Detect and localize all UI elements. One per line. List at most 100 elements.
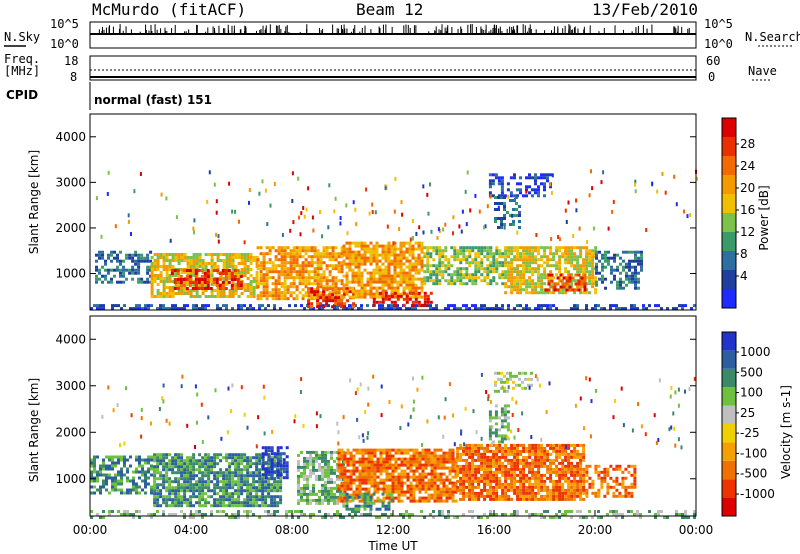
sparse-cell <box>333 209 336 214</box>
range-cell <box>474 264 478 268</box>
range-cell <box>309 453 312 457</box>
range-cell <box>198 462 202 466</box>
range-cell <box>565 279 569 283</box>
range-cell <box>135 458 138 462</box>
range-cell <box>394 448 398 452</box>
range-cell <box>628 262 631 266</box>
range-cell <box>210 513 213 516</box>
range-cell <box>555 267 559 271</box>
range-cell <box>177 489 181 493</box>
range-cell <box>516 273 520 277</box>
range-cell <box>361 448 365 452</box>
range-cell <box>171 456 175 460</box>
range-cell <box>156 459 160 463</box>
range-cell <box>262 252 266 256</box>
range-cell <box>186 480 190 484</box>
range-cell <box>159 477 163 481</box>
range-cell <box>273 462 277 466</box>
range-cell <box>372 295 376 299</box>
range-cell <box>153 483 157 487</box>
range-cell <box>303 492 306 496</box>
range-cell <box>149 250 153 254</box>
range-cell <box>583 276 587 280</box>
range-cell <box>426 264 430 268</box>
range-cell <box>298 276 302 280</box>
range-cell <box>480 261 484 265</box>
range-cell <box>224 269 228 272</box>
range-cell <box>319 258 323 262</box>
range-cell <box>319 255 323 259</box>
range-cell <box>591 270 595 274</box>
range-cell <box>355 487 359 491</box>
range-cell <box>159 304 162 308</box>
range-cell <box>556 288 560 292</box>
freq-tick-high: 18 <box>64 54 79 68</box>
range-cell <box>340 282 344 286</box>
range-cell <box>301 273 305 277</box>
range-cell <box>252 513 255 516</box>
range-cell <box>369 507 373 511</box>
range-cell <box>192 483 196 487</box>
range-cell <box>399 271 403 275</box>
range-cell <box>234 465 238 469</box>
range-cell <box>444 246 448 250</box>
range-cell <box>156 259 160 262</box>
range-cell <box>240 492 244 496</box>
range-cell <box>285 446 289 450</box>
range-cell <box>358 487 362 491</box>
range-cell <box>351 274 355 278</box>
range-cell <box>420 286 424 290</box>
range-cell <box>96 455 99 459</box>
range-cell <box>337 487 341 491</box>
sparse-cell <box>208 170 211 175</box>
sparse-cell <box>437 227 440 232</box>
range-cell <box>503 202 506 205</box>
range-cell <box>331 285 335 289</box>
range-cell <box>168 513 171 516</box>
range-cell <box>340 249 344 253</box>
range-cell <box>228 477 232 481</box>
range-cell <box>298 267 302 271</box>
range-cell <box>334 279 338 283</box>
range-cell <box>372 253 376 257</box>
range-cell <box>231 459 235 463</box>
range-cell <box>448 469 452 473</box>
range-cell <box>331 264 335 268</box>
range-cell <box>423 303 427 307</box>
range-cell <box>98 250 101 254</box>
range-cell <box>321 516 324 519</box>
range-cell <box>357 504 361 508</box>
range-cell <box>558 276 562 280</box>
range-cell <box>501 252 505 256</box>
range-cell <box>225 280 229 283</box>
range-cell <box>622 268 625 272</box>
range-cell <box>393 280 397 284</box>
range-cell <box>277 264 281 268</box>
range-cell <box>525 185 528 189</box>
sparse-cell <box>489 194 492 199</box>
range-cell <box>576 264 580 268</box>
range-cell <box>390 292 394 296</box>
range-cell <box>495 267 499 271</box>
range-cell <box>249 486 253 490</box>
range-cell <box>516 282 520 286</box>
range-cell <box>345 253 349 257</box>
range-cell <box>364 466 368 470</box>
range-cell <box>352 460 356 464</box>
range-cell <box>264 467 268 471</box>
range-cell <box>228 486 232 490</box>
range-cell <box>183 307 186 311</box>
range-cell <box>510 273 514 277</box>
range-cell <box>276 510 279 513</box>
sparse-cell <box>675 202 678 207</box>
range-cell <box>355 469 359 473</box>
range-cell <box>403 481 407 485</box>
range-cell <box>304 282 308 286</box>
range-cell <box>414 300 418 304</box>
sparse-cell <box>418 225 421 230</box>
range-cell <box>357 241 361 245</box>
range-cell <box>366 501 370 505</box>
range-cell <box>213 462 217 466</box>
range-cell <box>384 277 388 281</box>
range-cell <box>367 466 371 470</box>
